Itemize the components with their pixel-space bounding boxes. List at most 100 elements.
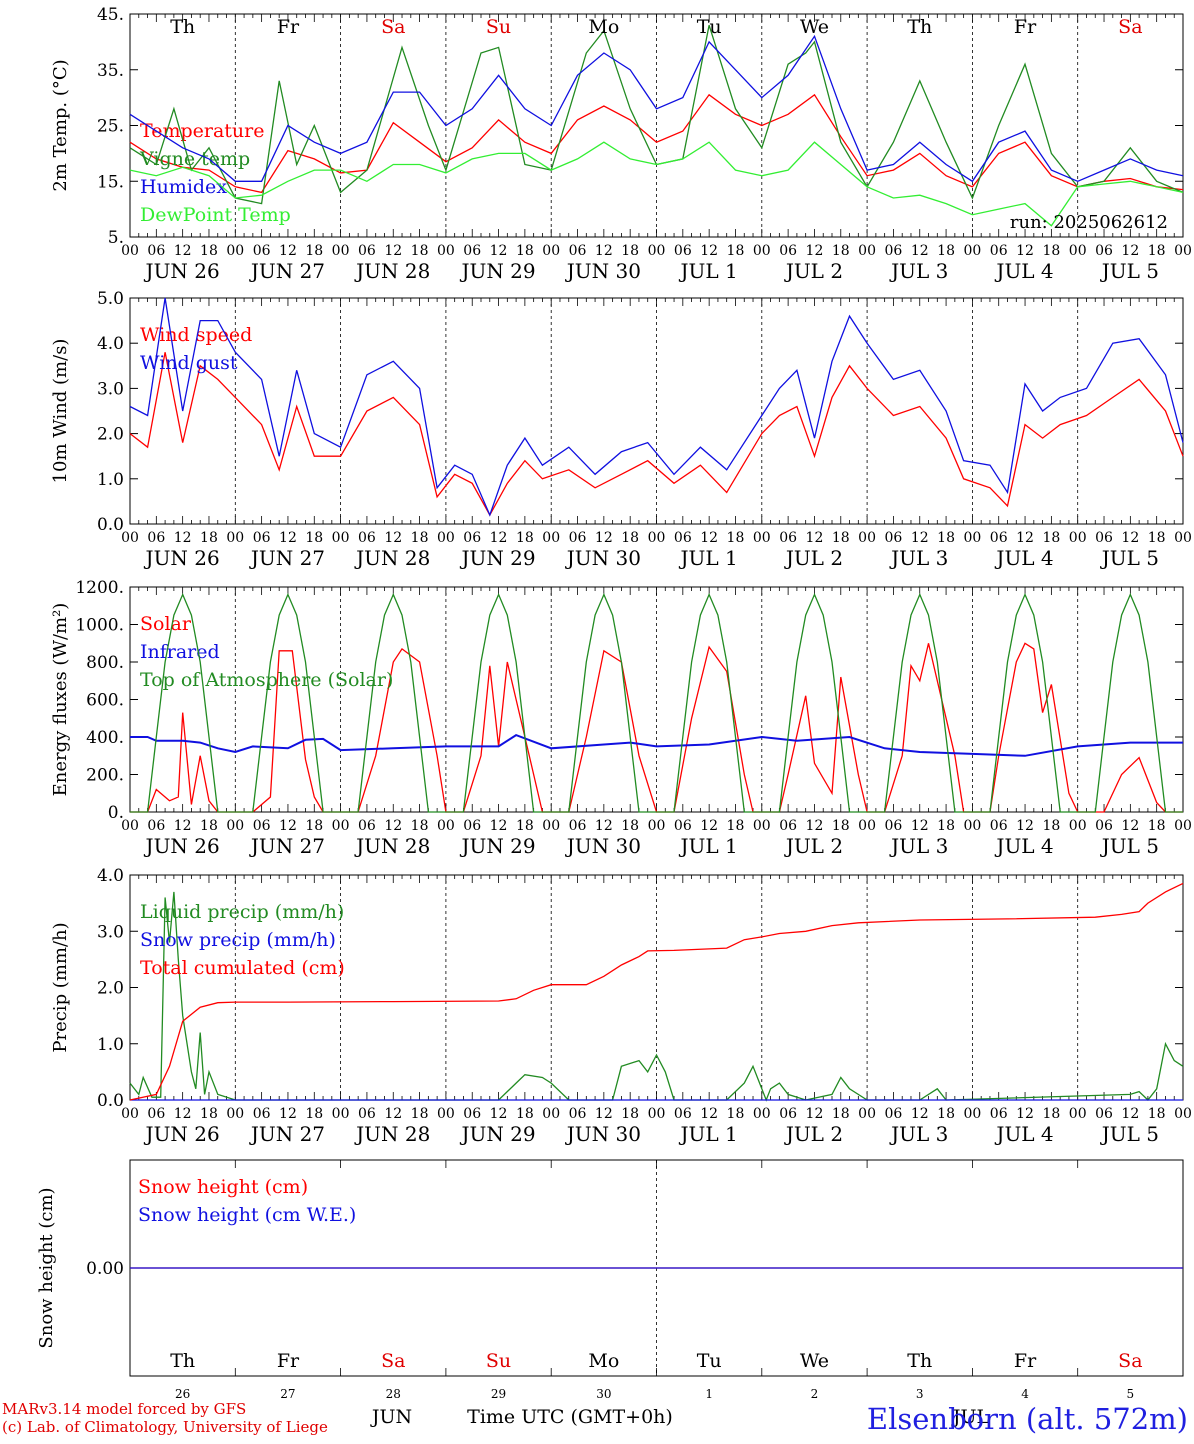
hour-tick-label: 12 <box>806 243 824 259</box>
hour-tick-label: 06 <box>779 818 797 834</box>
hour-tick-label: 00 <box>858 818 876 834</box>
weekday-label: Mo <box>588 1350 619 1372</box>
hour-tick-label: 00 <box>963 1106 981 1122</box>
weekday-label: Fr <box>277 1350 300 1372</box>
hour-tick-label: 06 <box>779 243 797 259</box>
hour-tick-label: 18 <box>832 1106 850 1122</box>
hour-tick-label: 18 <box>516 530 534 546</box>
hour-tick-label: 18 <box>727 818 745 834</box>
panel-2: 0. 200. 400. 600. 800. 1000. 1200.Energy fluxe… <box>50 578 1192 858</box>
hour-tick-label: 18 <box>1148 1106 1166 1122</box>
hour-tick-label: 06 <box>147 1106 165 1122</box>
y-tick-label: 2.0 <box>97 425 124 445</box>
hour-tick-label: 06 <box>463 1106 481 1122</box>
hour-tick-label: 18 <box>1148 530 1166 546</box>
legend-entry: Humidex <box>140 176 227 198</box>
hour-tick-label: 06 <box>358 818 376 834</box>
weekday-label: Su <box>486 1350 511 1372</box>
date-label: JUN 29 <box>459 546 535 570</box>
hour-tick-label: 06 <box>253 243 271 259</box>
day-number-label: 1 <box>705 1387 713 1401</box>
hour-tick-label: 18 <box>305 243 323 259</box>
y-tick-label: 35. <box>97 61 124 81</box>
hour-tick-label: 12 <box>595 243 613 259</box>
y-tick-label: 5.0 <box>97 289 124 309</box>
hour-tick-label: 12 <box>911 530 929 546</box>
hour-tick-label: 00 <box>858 243 876 259</box>
hour-tick-label: 06 <box>674 243 692 259</box>
hour-tick-label: 12 <box>595 1106 613 1122</box>
hour-tick-label: 00 <box>1069 818 1087 834</box>
hour-tick-label: 00 <box>437 1106 455 1122</box>
hour-tick-label: 12 <box>911 243 929 259</box>
hour-tick-label: 12 <box>279 243 297 259</box>
panel-4: 0.00 Snow height (cm) Snow height (cm) Snow… <box>36 1159 1184 1401</box>
run-label: run: 2025062612 <box>1010 212 1168 233</box>
hour-tick-label: 00 <box>332 1106 350 1122</box>
hour-tick-label: 00 <box>1069 530 1087 546</box>
hour-tick-label: 00 <box>542 530 560 546</box>
weekday-label: Th <box>907 1350 932 1372</box>
hour-tick-label: 06 <box>990 1106 1008 1122</box>
hour-tick-label: 18 <box>1042 1106 1060 1122</box>
legend-entry: Temperature <box>140 120 264 142</box>
hour-tick-label: 00 <box>121 243 139 259</box>
hour-tick-label: 06 <box>253 530 271 546</box>
weekday-label: Fr <box>1014 1350 1037 1372</box>
date-label: JUL 4 <box>994 1122 1053 1146</box>
date-label: JUL 2 <box>784 259 843 283</box>
weekday-label: We <box>800 16 829 38</box>
hour-tick-label: 18 <box>727 243 745 259</box>
credit-line-model: MARv3.14 model forced by GFS <box>2 1400 247 1418</box>
hour-tick-label: 00 <box>226 243 244 259</box>
date-label: JUN 30 <box>565 546 641 570</box>
date-label: JUN 29 <box>459 259 535 283</box>
y-tick-label: 4.0 <box>97 334 124 354</box>
panel-frame <box>129 586 1184 813</box>
date-label: JUN 27 <box>249 259 325 283</box>
date-label: JUN 29 <box>459 834 535 858</box>
hour-tick-label: 12 <box>806 1106 824 1122</box>
weekday-label: Sa <box>381 1350 405 1372</box>
model-credit: MARv3.14 model forced by GFS (c) Lab. of… <box>2 1400 328 1436</box>
hour-tick-label: 00 <box>1174 1106 1192 1122</box>
date-label: JUL 5 <box>1100 834 1159 858</box>
date-label: JUN 30 <box>565 834 641 858</box>
hour-tick-label: 18 <box>832 818 850 834</box>
y-tick-label: 45. <box>97 5 124 25</box>
hour-tick-label: 00 <box>1174 243 1192 259</box>
hour-tick-label: 18 <box>832 530 850 546</box>
hour-tick-label: 18 <box>937 243 955 259</box>
hour-tick-label: 06 <box>1095 818 1113 834</box>
hour-tick-label: 12 <box>490 818 508 834</box>
legend-entry: Vigne temp <box>139 148 250 170</box>
hour-tick-label: 12 <box>279 818 297 834</box>
legend-entry: DewPoint Temp <box>140 204 291 226</box>
y-axis-label: 2m Temp. (°C) <box>50 59 71 191</box>
hour-tick-label: 18 <box>937 1106 955 1122</box>
hour-tick-label: 00 <box>1069 1106 1087 1122</box>
hour-tick-label: 06 <box>1095 243 1113 259</box>
y-tick-label: 3.0 <box>97 379 124 399</box>
legend-entry: Top of Atmosphere (Solar) <box>140 669 393 691</box>
hour-tick-label: 06 <box>253 1106 271 1122</box>
hour-tick-label: 06 <box>253 818 271 834</box>
hour-tick-label: 18 <box>621 530 639 546</box>
series-line-lightgreen <box>129 141 1184 227</box>
hour-tick-label: 00 <box>1174 818 1192 834</box>
hour-tick-label: 12 <box>595 530 613 546</box>
hour-tick-label: 12 <box>490 1106 508 1122</box>
hour-tick-label: 12 <box>1121 530 1139 546</box>
date-label: JUL 5 <box>1100 1122 1159 1146</box>
hour-tick-label: 06 <box>990 243 1008 259</box>
hour-tick-label: 18 <box>1042 243 1060 259</box>
date-label: JUL 3 <box>889 259 948 283</box>
hour-tick-label: 06 <box>674 818 692 834</box>
hour-tick-label: 06 <box>1095 530 1113 546</box>
month-label: JUL <box>951 1406 990 1428</box>
hour-tick-label: 18 <box>727 1106 745 1122</box>
hour-tick-label: 00 <box>121 818 139 834</box>
series-line-blue <box>130 733 1183 757</box>
hour-tick-label: 00 <box>542 818 560 834</box>
